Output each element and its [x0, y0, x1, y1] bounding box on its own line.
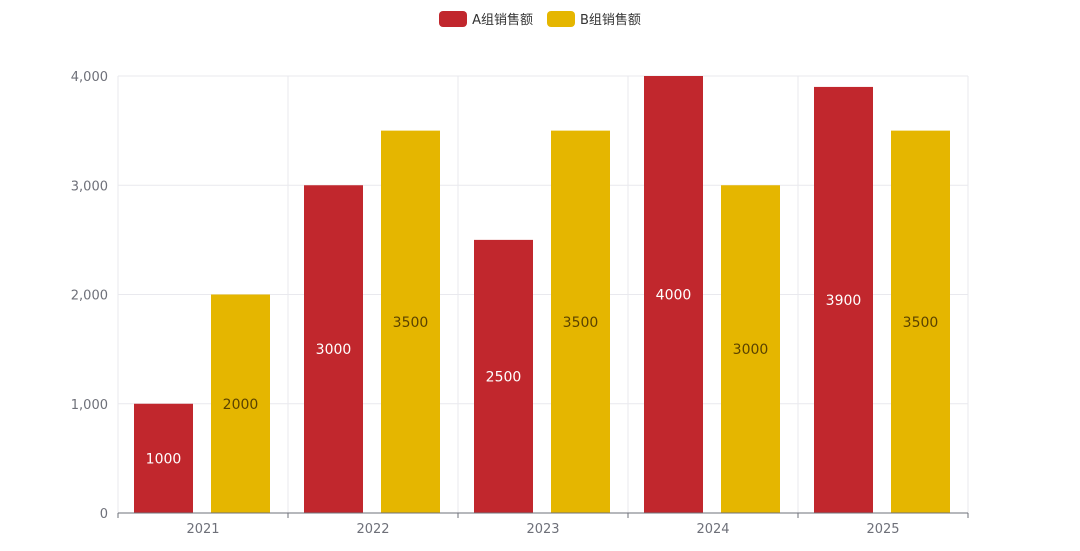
- legend-item-b[interactable]: B组销售额: [546, 9, 641, 28]
- legend-item-a[interactable]: A组销售额: [439, 9, 533, 28]
- bar-value-label: 3000: [316, 342, 352, 358]
- bar-value-label: 1000: [146, 451, 182, 467]
- bar-b-2024[interactable]: [721, 185, 780, 513]
- bar-a-2021[interactable]: [134, 403, 193, 513]
- bar-b-2025[interactable]: [891, 130, 950, 513]
- y-tick-label: 2,000: [71, 289, 108, 304]
- bar-value-label: 3500: [903, 315, 939, 331]
- chart-legend: A组销售额 B组销售额: [0, 9, 1080, 28]
- y-tick-label: 0: [100, 507, 108, 522]
- x-tick-label: 2025: [866, 522, 899, 537]
- bar-value-label: 3000: [733, 342, 769, 358]
- bar-value-label: 4000: [656, 288, 692, 304]
- bar-a-2025[interactable]: [814, 86, 873, 514]
- bar-b-2022[interactable]: [381, 130, 440, 513]
- x-tick-label: 2022: [356, 522, 389, 537]
- bar-value-label: 2500: [486, 369, 522, 385]
- bar-value-label: 3900: [826, 293, 862, 309]
- y-tick-label: 4,000: [71, 70, 108, 85]
- x-tick-label: 2023: [526, 522, 559, 537]
- bar-value-label: 3500: [393, 315, 429, 331]
- bar-a-2022[interactable]: [304, 185, 363, 513]
- legend-swatch: [546, 10, 575, 27]
- y-tick-label: 1,000: [71, 398, 108, 413]
- bar-value-label: 2000: [223, 397, 259, 413]
- bar-b-2023[interactable]: [551, 130, 610, 513]
- legend-swatch: [439, 10, 468, 27]
- y-tick-label: 3,000: [71, 179, 108, 194]
- bar-a-2024[interactable]: [644, 76, 703, 513]
- x-tick-label: 2021: [186, 522, 219, 537]
- legend-label: A组销售额: [472, 13, 533, 28]
- bar-a-2023[interactable]: [474, 239, 533, 513]
- x-tick-label: 2024: [696, 522, 729, 537]
- bar-value-label: 3500: [563, 315, 599, 331]
- legend-label: B组销售额: [579, 13, 641, 28]
- bar-b-2021[interactable]: [211, 294, 270, 514]
